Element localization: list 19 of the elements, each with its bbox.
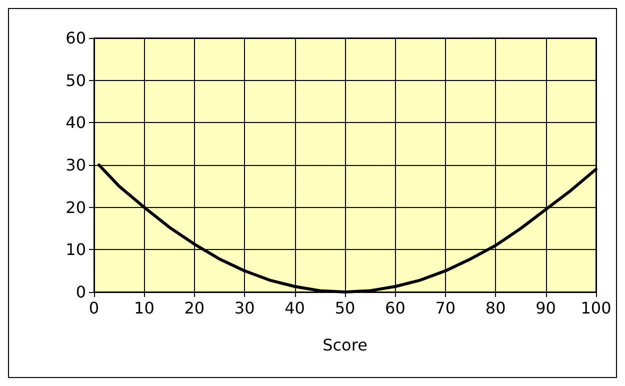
y-tick-label: 30 <box>66 156 86 174</box>
x-tick-label: 0 <box>88 298 100 318</box>
y-tick-label: 50 <box>66 70 86 90</box>
y-tick-label: 10 <box>66 240 86 260</box>
x-tick-label: 50 <box>334 298 356 318</box>
x-tick-label: 30 <box>234 298 255 318</box>
y-tick-label: 60 <box>66 28 86 48</box>
x-tick-label: 70 <box>435 298 456 318</box>
x-tick-label: 60 <box>385 298 406 318</box>
x-axis-title: Score <box>322 336 368 354</box>
x-tick-label: 10 <box>134 298 154 318</box>
x-tick-label: 20 <box>184 298 205 318</box>
x-tick-label: 100 <box>580 298 612 318</box>
y-tick-label: 0 <box>76 282 86 302</box>
x-tick-label: 90 <box>536 298 556 318</box>
y-tick-label: 20 <box>66 198 86 217</box>
x-tick-label: 40 <box>284 298 305 318</box>
y-tick-label: 40 <box>66 113 86 132</box>
x-tick-label: 80 <box>485 298 506 318</box>
